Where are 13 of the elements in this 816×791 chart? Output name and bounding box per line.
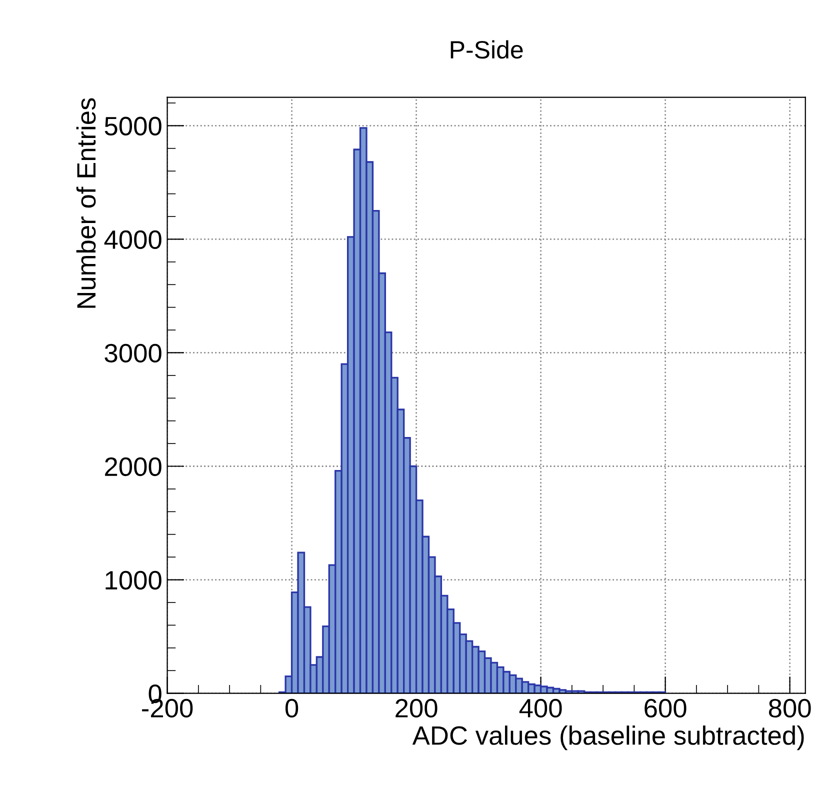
- x-tick-label: 400: [519, 698, 562, 718]
- x-tick-label: 800: [768, 698, 811, 718]
- x-tick-label: 200: [396, 698, 438, 718]
- x-axis-title: ADC values (baseline subtracted): [412, 726, 804, 750]
- y-tick-label: 1000: [106, 570, 162, 590]
- y-tick-label: 5000: [104, 116, 162, 136]
- chart-title: P-Side: [450, 40, 523, 59]
- x-tick-label: 600: [644, 698, 686, 718]
- y-tick-label: 2000: [105, 457, 162, 476]
- y-tick-label: 4000: [104, 230, 162, 250]
- y-axis-title: Number of Entries: [76, 98, 96, 308]
- y-tick-label: 3000: [104, 344, 162, 363]
- x-tick-label: 0: [285, 698, 298, 718]
